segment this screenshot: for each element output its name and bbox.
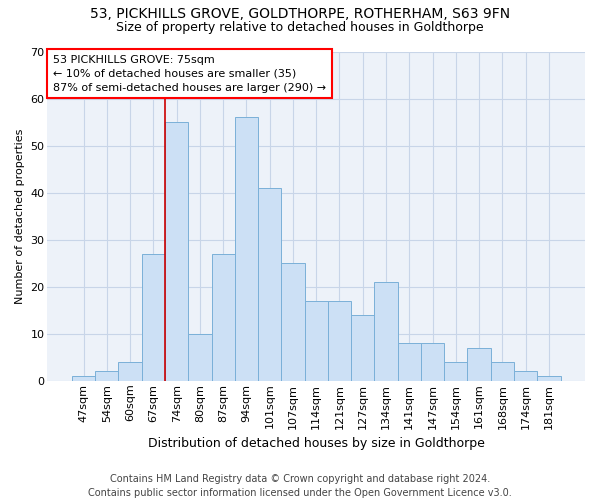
Bar — [444, 362, 467, 381]
Bar — [212, 254, 235, 381]
Bar — [258, 188, 281, 381]
Bar — [305, 301, 328, 381]
Bar — [537, 376, 560, 381]
Bar — [118, 362, 142, 381]
Bar — [142, 254, 165, 381]
Bar — [398, 343, 421, 381]
Text: Size of property relative to detached houses in Goldthorpe: Size of property relative to detached ho… — [116, 21, 484, 34]
Bar — [328, 301, 351, 381]
Bar — [95, 372, 118, 381]
Bar — [72, 376, 95, 381]
Bar — [467, 348, 491, 381]
Bar — [374, 282, 398, 381]
Bar — [421, 343, 444, 381]
Bar — [165, 122, 188, 381]
Y-axis label: Number of detached properties: Number of detached properties — [15, 128, 25, 304]
Bar — [281, 263, 305, 381]
Bar — [514, 372, 537, 381]
Bar — [188, 334, 212, 381]
Bar — [351, 315, 374, 381]
Text: Contains HM Land Registry data © Crown copyright and database right 2024.
Contai: Contains HM Land Registry data © Crown c… — [88, 474, 512, 498]
X-axis label: Distribution of detached houses by size in Goldthorpe: Distribution of detached houses by size … — [148, 437, 485, 450]
Bar — [235, 118, 258, 381]
Bar — [491, 362, 514, 381]
Text: 53, PICKHILLS GROVE, GOLDTHORPE, ROTHERHAM, S63 9FN: 53, PICKHILLS GROVE, GOLDTHORPE, ROTHERH… — [90, 8, 510, 22]
Text: 53 PICKHILLS GROVE: 75sqm
← 10% of detached houses are smaller (35)
87% of semi-: 53 PICKHILLS GROVE: 75sqm ← 10% of detac… — [53, 55, 326, 93]
